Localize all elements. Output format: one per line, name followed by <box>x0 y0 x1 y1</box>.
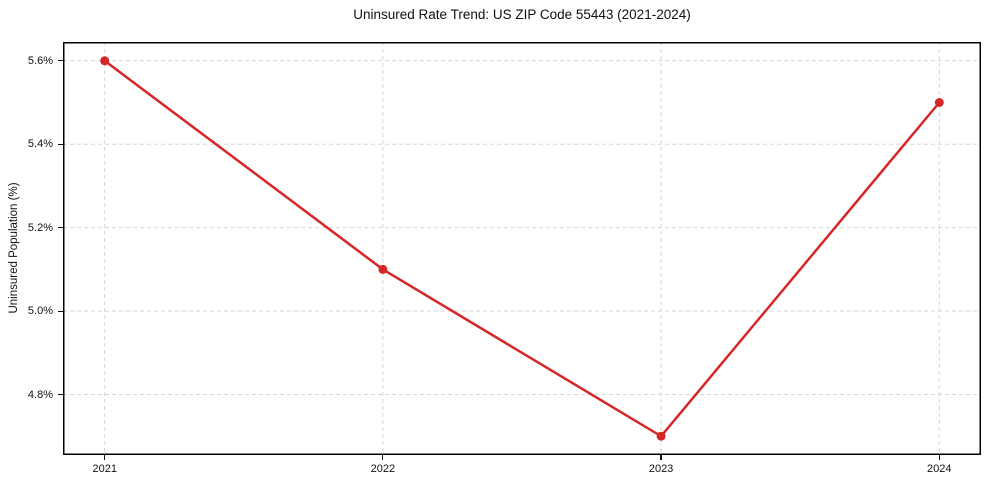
y-tick-label: 5.4% <box>27 138 53 151</box>
chart-title: Uninsured Rate Trend: US ZIP Code 55443 … <box>353 7 691 22</box>
data-point-marker <box>100 56 110 66</box>
x-tick-mark <box>104 455 106 460</box>
x-tick-label: 2021 <box>92 463 117 475</box>
data-point-marker <box>378 264 388 274</box>
y-tick-mark <box>58 310 63 312</box>
y-axis-label: Uninsured Population (%) <box>8 182 20 314</box>
x-tick-mark <box>382 455 384 460</box>
y-tick-label: 5.6% <box>27 54 53 67</box>
x-tick-mark <box>938 455 940 460</box>
y-tick-mark <box>58 394 63 396</box>
line-plot-canvas <box>63 42 981 455</box>
x-tick-mark <box>660 455 662 460</box>
y-tick-label: 5.0% <box>27 305 53 318</box>
x-tick-label: 2024 <box>927 463 952 475</box>
y-tick-mark <box>58 143 63 145</box>
x-tick-label: 2023 <box>648 463 674 475</box>
y-tick-mark <box>58 227 63 229</box>
data-line <box>103 59 941 438</box>
plot-area <box>63 42 981 455</box>
plot-frame <box>63 42 981 455</box>
y-tick-label: 4.8% <box>27 388 53 401</box>
data-point-marker <box>656 431 666 441</box>
y-tick-label: 5.2% <box>27 221 53 234</box>
data-point-marker <box>934 98 944 107</box>
x-tick-label: 2022 <box>370 463 396 475</box>
y-tick-mark <box>58 60 63 62</box>
